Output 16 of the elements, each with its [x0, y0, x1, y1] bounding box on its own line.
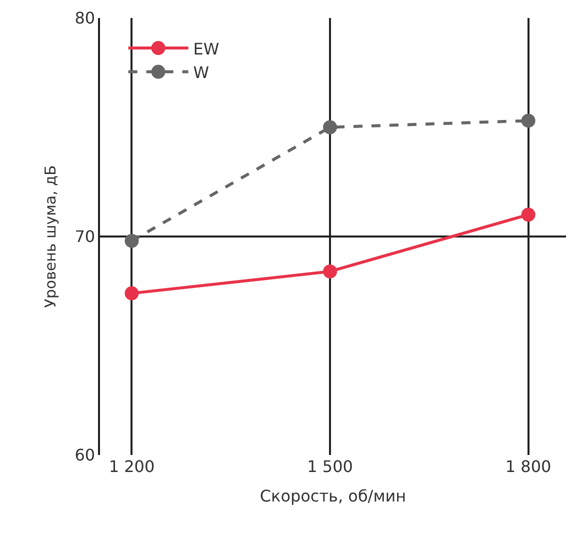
- point: [323, 120, 338, 134]
- x-axis-title: Скорость, об/мин: [260, 486, 406, 506]
- point: [521, 114, 536, 128]
- point: [323, 264, 338, 278]
- y-tick-label: 60: [74, 446, 96, 465]
- point: [124, 286, 139, 300]
- x-tick-label: 1 800: [505, 457, 552, 476]
- point: [124, 234, 139, 248]
- point: [521, 208, 536, 222]
- y-tick-label: 80: [74, 8, 96, 28]
- legend-label: W: [193, 63, 210, 82]
- y-axis-title: Уровень шума, дБ: [41, 165, 60, 308]
- x-tick-label: 1 500: [307, 457, 353, 476]
- y-tick-label: 70: [74, 227, 96, 246]
- legend-label: EW: [193, 39, 220, 58]
- x-tick-label: 1 200: [108, 457, 155, 476]
